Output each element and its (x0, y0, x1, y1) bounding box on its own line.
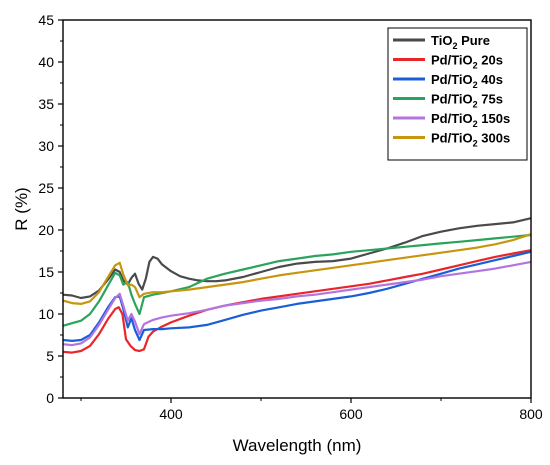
x-tick-label: 400 (159, 406, 183, 422)
series-line-1 (62, 249, 532, 354)
legend-entry-4: Pd/TiO2 150s (431, 111, 510, 129)
series-line-0 (62, 217, 532, 300)
series-line-3 (62, 233, 532, 327)
y-tick-label: 25 (38, 180, 54, 196)
x-axis: 400 600 800 (80, 398, 543, 422)
y-tick-label: 15 (38, 264, 54, 280)
y-tick-label: 45 (38, 12, 54, 28)
y-tick-label: 5 (46, 348, 54, 364)
y-tick-label: 30 (38, 138, 54, 154)
y-tick-label: 40 (38, 54, 54, 70)
y-tick-label: 10 (38, 306, 54, 322)
y-tick-label: 0 (46, 390, 54, 406)
plot-lines (62, 217, 532, 354)
y-axis-label: R (%) (12, 187, 31, 230)
series-line-5 (62, 233, 532, 305)
legend-entry-3: Pd/TiO2 75s (431, 92, 503, 110)
y-tick-label: 35 (38, 96, 54, 112)
legend-entry-2: Pd/TiO2 40s (431, 72, 503, 90)
x-tick-label: 800 (519, 406, 543, 422)
legend-entry-0: TiO2 Pure (431, 33, 490, 51)
x-axis-label: Wavelength (nm) (233, 436, 362, 455)
x-tick-label: 600 (339, 406, 363, 422)
series-line-4 (62, 260, 532, 347)
y-tick-label: 20 (38, 222, 54, 238)
y-axis: 0 5 10 15 20 25 30 35 40 45 (38, 12, 63, 406)
legend-entry-5: Pd/TiO2 300s (431, 131, 510, 149)
legend-entry-1: Pd/TiO2 20s (431, 53, 503, 71)
